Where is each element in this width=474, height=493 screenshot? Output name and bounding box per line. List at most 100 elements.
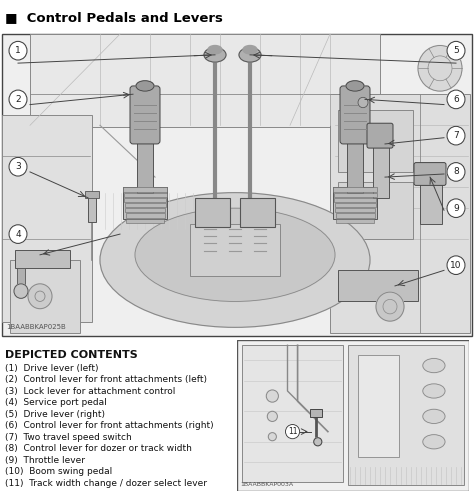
- Bar: [30, 34, 380, 127]
- Bar: [2, 115, 92, 322]
- Text: 1BAABBKAP025B: 1BAABBKAP025B: [6, 324, 66, 330]
- Bar: [240, 198, 275, 227]
- Circle shape: [268, 433, 276, 441]
- Text: 10: 10: [450, 261, 462, 270]
- Ellipse shape: [100, 193, 370, 327]
- Circle shape: [28, 284, 52, 309]
- Text: 2: 2: [15, 95, 21, 104]
- Circle shape: [358, 97, 368, 107]
- Circle shape: [9, 41, 27, 60]
- Ellipse shape: [423, 384, 445, 398]
- Bar: [85, 191, 99, 198]
- Bar: [242, 345, 343, 483]
- Text: 5: 5: [453, 46, 459, 55]
- Ellipse shape: [346, 81, 364, 91]
- Bar: [125, 203, 166, 207]
- Text: (9)  Throttle lever: (9) Throttle lever: [5, 456, 85, 465]
- Circle shape: [447, 256, 465, 275]
- Circle shape: [376, 292, 404, 321]
- Ellipse shape: [208, 45, 222, 54]
- Text: 9: 9: [453, 204, 459, 212]
- Text: ■  Control Pedals and Levers: ■ Control Pedals and Levers: [5, 11, 223, 24]
- Bar: [420, 172, 442, 224]
- FancyBboxPatch shape: [414, 163, 446, 185]
- Bar: [334, 193, 377, 197]
- Text: 11: 11: [288, 427, 297, 436]
- Text: DEPICTED CONTENTS: DEPICTED CONTENTS: [5, 350, 138, 360]
- Text: (6)  Control lever for front attachments (right): (6) Control lever for front attachments …: [5, 422, 214, 430]
- Circle shape: [9, 157, 27, 176]
- Bar: [348, 345, 464, 486]
- Text: (3)  Lock lever for attachment control: (3) Lock lever for attachment control: [5, 387, 175, 396]
- Bar: [335, 208, 375, 212]
- Bar: [338, 270, 418, 301]
- Ellipse shape: [239, 48, 261, 62]
- Circle shape: [447, 90, 465, 109]
- Bar: [123, 187, 167, 218]
- Bar: [338, 110, 413, 172]
- Bar: [88, 193, 96, 222]
- Text: (10)  Boom swing pedal: (10) Boom swing pedal: [5, 467, 112, 476]
- Bar: [190, 224, 280, 276]
- Bar: [17, 268, 25, 289]
- Bar: [126, 218, 164, 223]
- Bar: [333, 187, 377, 192]
- Text: 4: 4: [15, 230, 21, 239]
- Ellipse shape: [423, 409, 445, 423]
- Ellipse shape: [135, 208, 335, 301]
- Text: (7)  Two travel speed switch: (7) Two travel speed switch: [5, 433, 132, 442]
- Circle shape: [447, 41, 465, 60]
- Circle shape: [447, 163, 465, 181]
- Bar: [15, 249, 70, 268]
- Circle shape: [447, 126, 465, 145]
- Circle shape: [266, 390, 278, 402]
- Ellipse shape: [204, 48, 226, 62]
- Ellipse shape: [423, 358, 445, 373]
- Bar: [310, 409, 322, 418]
- Text: (2)  Control lever for front attachments (left): (2) Control lever for front attachments …: [5, 375, 207, 384]
- Bar: [195, 198, 230, 227]
- Circle shape: [267, 411, 277, 422]
- Ellipse shape: [136, 81, 154, 91]
- Circle shape: [314, 438, 322, 446]
- FancyBboxPatch shape: [130, 86, 160, 144]
- Bar: [333, 187, 377, 218]
- Text: 1BAABBKAP003A: 1BAABBKAP003A: [240, 483, 293, 488]
- Bar: [124, 198, 166, 202]
- Text: (1)  Drive lever (left): (1) Drive lever (left): [5, 364, 99, 373]
- Bar: [137, 136, 153, 193]
- Ellipse shape: [243, 45, 257, 54]
- FancyBboxPatch shape: [367, 123, 393, 148]
- Bar: [334, 198, 376, 202]
- Bar: [347, 136, 363, 193]
- Text: 7: 7: [453, 131, 459, 140]
- Bar: [373, 141, 389, 198]
- Bar: [124, 193, 167, 197]
- Ellipse shape: [423, 435, 445, 449]
- Circle shape: [14, 284, 28, 298]
- Circle shape: [447, 199, 465, 217]
- Circle shape: [285, 424, 300, 439]
- Bar: [125, 208, 165, 212]
- Text: (8)  Control lever for dozer or track width: (8) Control lever for dozer or track wid…: [5, 444, 192, 454]
- Text: (4)  Service port pedal: (4) Service port pedal: [5, 398, 107, 407]
- Bar: [358, 355, 399, 457]
- Bar: [123, 187, 167, 192]
- Bar: [126, 213, 165, 217]
- Text: 6: 6: [453, 95, 459, 104]
- Bar: [338, 182, 413, 239]
- Circle shape: [418, 45, 462, 91]
- Circle shape: [9, 90, 27, 109]
- Text: (11)  Track width change / dozer select lever: (11) Track width change / dozer select l…: [5, 479, 207, 488]
- Bar: [335, 203, 376, 207]
- Bar: [330, 94, 470, 332]
- Circle shape: [9, 225, 27, 244]
- Text: 8: 8: [453, 168, 459, 176]
- Text: 1: 1: [15, 46, 21, 55]
- Text: 3: 3: [15, 162, 21, 171]
- Bar: [336, 213, 375, 217]
- Text: (5)  Drive lever (right): (5) Drive lever (right): [5, 410, 105, 419]
- FancyBboxPatch shape: [340, 86, 370, 144]
- Bar: [336, 218, 374, 223]
- Bar: [10, 260, 80, 332]
